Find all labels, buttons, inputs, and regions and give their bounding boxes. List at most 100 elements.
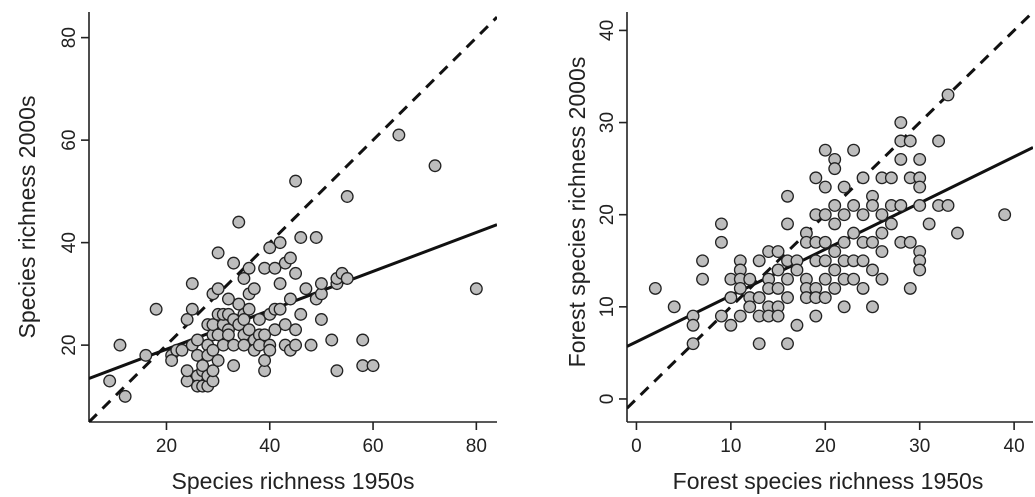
data-point <box>866 300 879 314</box>
chart-panel-species-richness: 20 40 60 80 20 40 60 80 Species richness 1950s… <box>14 12 497 494</box>
data-point <box>221 328 235 342</box>
data-point <box>304 338 318 352</box>
x-tick-label: 20 <box>156 436 177 457</box>
data-point <box>781 291 794 305</box>
data-point <box>790 318 804 332</box>
data-point <box>875 245 889 259</box>
data-point <box>951 226 964 240</box>
data-point <box>828 217 842 231</box>
data-point <box>724 318 738 332</box>
y-axis-title: Species richness 2000s <box>14 96 40 339</box>
data-point <box>828 199 842 212</box>
data-point <box>667 300 681 314</box>
x-axis-title: Species richness 1950s <box>172 468 415 494</box>
scatter-points <box>103 128 483 403</box>
data-point <box>790 263 804 277</box>
data-point <box>809 171 823 185</box>
data-point <box>356 333 370 347</box>
y-axis-title: Forest species richness 2000s <box>564 57 590 368</box>
data-point <box>180 313 194 326</box>
data-point <box>191 333 204 347</box>
data-point <box>809 309 823 323</box>
data-point <box>289 323 303 337</box>
data-point <box>149 302 163 316</box>
reference-lines <box>627 12 1033 410</box>
x-tick-label: 60 <box>362 436 383 457</box>
data-point <box>875 208 889 222</box>
data-point <box>242 261 256 275</box>
data-point <box>686 318 700 332</box>
data-point <box>828 162 842 176</box>
data-point <box>237 272 251 285</box>
data-point <box>913 263 927 277</box>
x-tick-label: 40 <box>1004 436 1025 457</box>
data-point <box>289 174 303 188</box>
data-point <box>263 343 277 357</box>
data-point <box>196 359 210 373</box>
data-point <box>884 217 898 231</box>
data-point <box>103 374 117 388</box>
data-point <box>781 217 794 231</box>
data-point <box>227 256 241 270</box>
data-point <box>714 309 728 323</box>
y-axis-ticks: 0 10 20 30 40 <box>597 20 627 404</box>
data-point <box>733 309 747 323</box>
data-point <box>268 261 282 275</box>
data-point <box>314 277 328 291</box>
one-to-one-dashed-line <box>627 12 1033 410</box>
data-point <box>771 309 785 323</box>
data-point <box>428 159 442 173</box>
data-point <box>818 143 832 157</box>
data-point <box>258 354 272 367</box>
data-point <box>894 116 908 130</box>
x-axis-ticks: 20 40 60 80 <box>156 422 487 457</box>
data-point <box>781 337 794 351</box>
x-tick-label: 0 <box>631 436 642 457</box>
data-point <box>771 263 785 277</box>
data-point <box>818 180 832 194</box>
x-tick-label: 30 <box>909 436 930 457</box>
data-point <box>340 190 354 203</box>
data-point <box>227 359 241 373</box>
data-point <box>392 128 406 142</box>
data-point <box>211 246 225 260</box>
data-point <box>299 282 313 296</box>
data-point <box>247 282 261 296</box>
data-point <box>180 364 194 378</box>
data-point <box>211 282 225 296</box>
data-point <box>696 272 709 286</box>
data-point <box>828 281 842 295</box>
data-point <box>165 354 179 367</box>
data-point <box>283 251 297 265</box>
data-point <box>818 208 832 222</box>
data-point <box>283 292 297 306</box>
data-point <box>232 215 246 229</box>
data-point <box>771 245 785 259</box>
data-point <box>743 300 757 314</box>
data-point <box>268 323 282 337</box>
data-point <box>273 302 287 316</box>
y-tick-label: 20 <box>597 204 618 225</box>
data-point <box>211 354 225 367</box>
data-point <box>686 337 700 351</box>
x-tick-label: 10 <box>720 436 741 457</box>
data-point <box>752 254 766 268</box>
x-tick-label: 40 <box>259 436 280 457</box>
data-point <box>752 291 766 305</box>
data-point <box>941 88 955 102</box>
data-point <box>856 254 870 268</box>
data-point <box>648 281 662 295</box>
data-point <box>894 152 908 166</box>
data-point <box>206 364 220 378</box>
data-point <box>781 272 794 286</box>
data-point <box>837 235 851 249</box>
data-point <box>714 235 728 249</box>
data-point <box>837 300 851 314</box>
x-tick-label: 80 <box>466 436 487 457</box>
data-point <box>903 281 917 295</box>
data-point <box>856 208 870 222</box>
y-tick-label: 0 <box>597 394 618 405</box>
data-point <box>294 231 308 244</box>
data-point <box>330 364 344 378</box>
